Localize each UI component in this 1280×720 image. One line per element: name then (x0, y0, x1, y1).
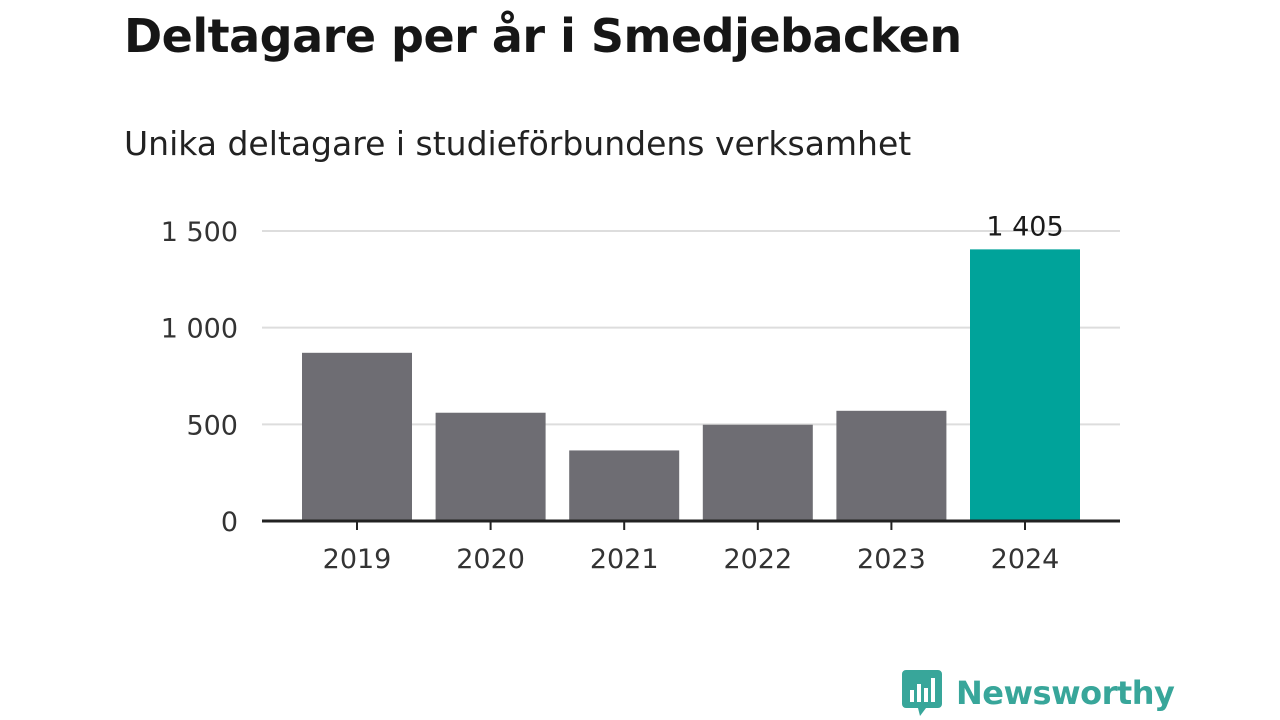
y-tick-label: 1 500 (161, 217, 238, 248)
chart-title: Deltagare per år i Smedjebacken (124, 9, 962, 63)
x-tick-label: 2020 (456, 544, 525, 575)
x-tick-label: 2023 (857, 544, 926, 575)
chart-subtitle: Unika deltagare i studieförbundens verks… (124, 124, 912, 163)
bar-2020 (435, 412, 546, 521)
newsworthy-logo-icon (902, 670, 942, 716)
labels: 0 500 1 000 1 500 2019 2020 2021 2022 2023 2024 1 … (161, 211, 1064, 575)
bar-2019 (302, 352, 412, 521)
y-tick-label: 0 (221, 507, 238, 538)
x-tick-label: 2019 (323, 544, 392, 575)
newsworthy-logo: Newsworthy (902, 670, 1175, 716)
y-tick-label: 1 000 (161, 314, 238, 345)
bar-2021 (569, 450, 680, 521)
x-tick-label: 2022 (723, 544, 792, 575)
x-tick-label: 2024 (991, 544, 1060, 575)
x-tick-label: 2021 (590, 544, 659, 575)
y-tick-label: 500 (186, 410, 238, 441)
bars (302, 249, 1080, 521)
data-label: 1 405 (986, 211, 1063, 242)
x-axis (262, 519, 1120, 530)
bar-2024 (970, 249, 1080, 521)
bar-2023 (836, 410, 947, 521)
bar-2022 (702, 424, 813, 521)
brand-name: Newsworthy (956, 674, 1175, 712)
